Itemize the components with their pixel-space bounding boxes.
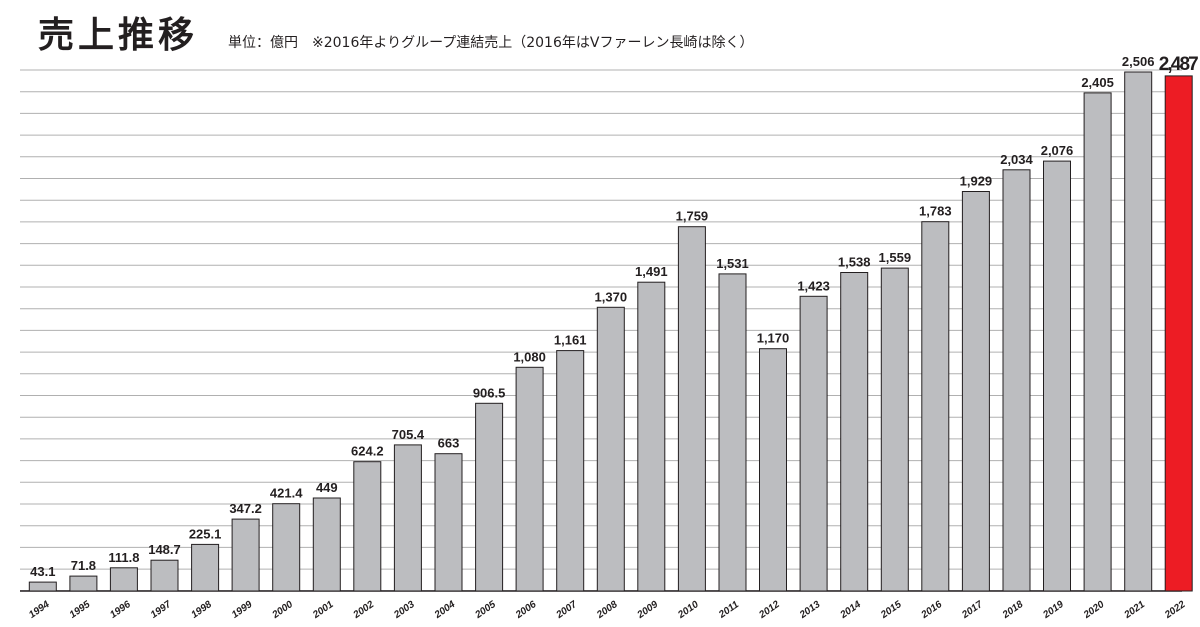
- bar-2012: [759, 348, 787, 592]
- x-tick-2003: 2003: [391, 599, 417, 622]
- value-label-2012: 1,170: [757, 331, 790, 346]
- bar-2019: [1043, 160, 1071, 592]
- value-labels: 43.1 71.8 111.8 148.7 225.1 347.2 421.4 449 624.…: [30, 54, 1199, 579]
- x-tick-1997: 1997: [149, 599, 174, 621]
- value-label-2022: 2,487: [1159, 54, 1199, 75]
- chart-subtitle: 単位：億円 ※2016年よりグループ連結売上（2016年はVファーレン長崎は除く…: [228, 35, 754, 51]
- x-tick-1999: 1999: [230, 599, 255, 621]
- x-tick-2002: 2002: [351, 599, 377, 622]
- x-tick-2004: 2004: [432, 599, 458, 622]
- bar-1999: [231, 518, 260, 592]
- value-label-2002: 624.2: [351, 444, 384, 459]
- value-label-2015: 1,559: [879, 250, 912, 265]
- bar-2008: [596, 306, 625, 592]
- x-tick-2012: 2012: [756, 599, 782, 622]
- x-tick-1998: 1998: [189, 599, 214, 621]
- value-label-1995: 71.8: [71, 558, 96, 573]
- value-label-2019: 2,076: [1041, 143, 1074, 158]
- bar-2014: [840, 272, 869, 592]
- x-tick-2020: 2020: [1081, 599, 1107, 622]
- value-label-2007: 1,161: [554, 333, 587, 348]
- x-tick-2009: 2009: [635, 599, 661, 622]
- value-label-2006: 1,080: [513, 349, 546, 364]
- value-label-1994: 43.1: [30, 564, 55, 579]
- x-tick-1995: 1995: [68, 599, 93, 621]
- bar-2004: [434, 453, 463, 592]
- bar-2010: [677, 226, 706, 592]
- x-tick-labels: 1994 1995 1996 1997 1998 1999 2000 2001 2002 2003…: [27, 599, 1188, 622]
- bar-2002: [353, 461, 382, 592]
- x-tick-1994: 1994: [27, 599, 52, 621]
- value-label-2001: 449: [316, 480, 338, 495]
- bar-1996: [109, 567, 138, 592]
- x-tick-2013: 2013: [797, 599, 823, 622]
- value-label-2018: 2,034: [1000, 152, 1033, 167]
- x-tick-2000: 2000: [270, 599, 296, 622]
- x-tick-2008: 2008: [594, 599, 620, 622]
- x-tick-2005: 2005: [473, 599, 499, 622]
- bar-2022: [1164, 75, 1193, 592]
- value-label-2017: 1,929: [960, 174, 993, 189]
- value-label-2011: 1,531: [716, 256, 749, 271]
- bar-1995: [69, 575, 98, 592]
- value-label-2009: 1,491: [635, 264, 668, 279]
- x-tick-2011: 2011: [716, 599, 741, 621]
- bar-2006: [515, 366, 544, 592]
- bar-1997: [150, 559, 179, 592]
- value-label-1996: 111.8: [108, 550, 139, 565]
- bar-2005: [475, 402, 504, 592]
- value-label-2021: 2,506: [1122, 54, 1155, 69]
- x-tick-2019: 2019: [1040, 599, 1066, 622]
- value-label-2020: 2,405: [1081, 75, 1114, 90]
- value-label-2010: 1,759: [676, 209, 709, 224]
- value-label-2005: 906.5: [473, 385, 506, 400]
- bar-2013: [799, 295, 828, 592]
- value-label-1997: 148.7: [148, 542, 181, 557]
- bar-2018: [1002, 169, 1031, 592]
- bar-2020: [1083, 92, 1112, 592]
- value-label-2000: 421.4: [270, 486, 303, 501]
- bar-2007: [556, 350, 585, 592]
- bars: [28, 71, 1193, 592]
- value-label-2016: 1,783: [919, 204, 952, 219]
- x-tick-2016: 2016: [919, 599, 945, 622]
- value-label-2004: 663: [438, 436, 460, 451]
- x-tick-2022: 2022: [1162, 599, 1188, 622]
- x-tick-2006: 2006: [513, 599, 539, 622]
- x-tick-2001: 2001: [310, 599, 336, 622]
- value-label-2013: 1,423: [797, 278, 830, 293]
- bar-2021: [1124, 71, 1153, 592]
- value-label-2008: 1,370: [595, 289, 628, 304]
- bar-2017: [961, 191, 990, 592]
- bar-2003: [393, 444, 422, 592]
- x-tick-2015: 2015: [878, 599, 904, 622]
- bar-2001: [312, 497, 341, 592]
- x-tick-2021: 2021: [1122, 599, 1148, 622]
- bar-2011: [718, 273, 747, 592]
- x-tick-2010: 2010: [675, 599, 701, 622]
- value-label-2014: 1,538: [838, 255, 871, 270]
- bar-1998: [191, 543, 220, 592]
- x-tick-2018: 2018: [1000, 599, 1026, 622]
- value-label-1998: 225.1: [189, 526, 222, 541]
- bar-2000: [272, 503, 301, 592]
- x-tick-2007: 2007: [554, 599, 580, 622]
- x-tick-2017: 2017: [959, 599, 985, 622]
- value-label-1999: 347.2: [229, 501, 262, 516]
- bar-2016: [921, 221, 950, 592]
- value-label-2003: 705.4: [392, 427, 425, 442]
- x-tick-2014: 2014: [838, 599, 864, 622]
- bar-2015: [880, 267, 909, 592]
- bar-1994: [28, 581, 57, 592]
- bar-2009: [637, 281, 666, 592]
- x-tick-1996: 1996: [108, 599, 133, 621]
- chart-title: 売上推移: [38, 15, 199, 56]
